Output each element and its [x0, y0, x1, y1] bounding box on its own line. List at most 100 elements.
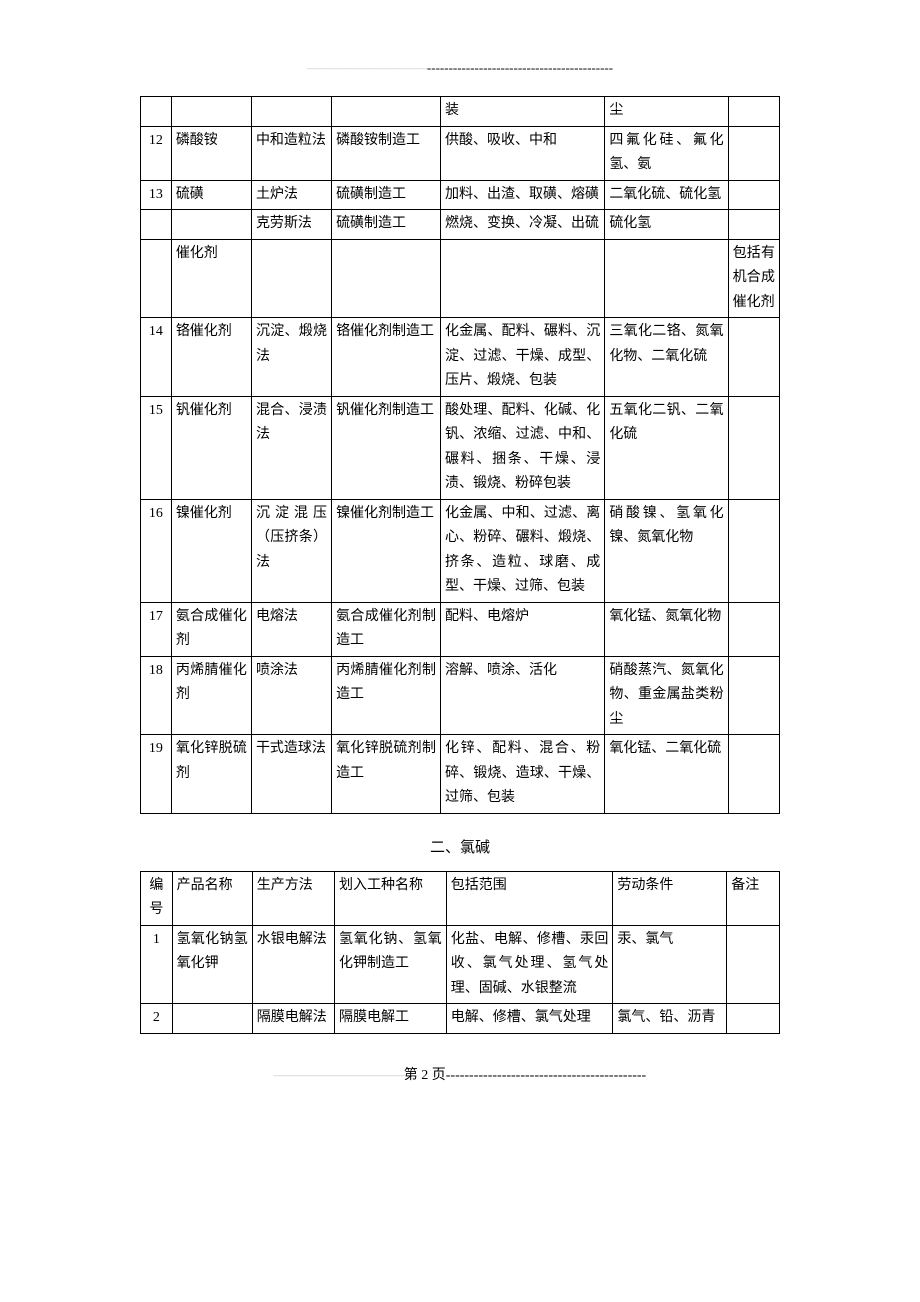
cell-job [332, 239, 441, 318]
cell-scope: 溶解、喷涂、活化 [440, 656, 604, 735]
cell-job: 钒催化剂制造工 [332, 396, 441, 499]
cell-cond: 硝酸蒸汽、氮氧化物、重金属盐类粉尘 [605, 656, 728, 735]
cell-note [728, 735, 779, 814]
cell-name: 磷酸铵 [171, 126, 251, 180]
cell-scope: 化锌、配料、混合、粉碎、锻烧、造球、干燥、过筛、包装 [440, 735, 604, 814]
cell-job: 硫磺制造工 [332, 210, 441, 240]
cell-method: 水银电解法 [252, 925, 334, 1004]
table-row: 装尘 [141, 97, 780, 127]
cell-scope: 配料、电熔炉 [440, 602, 604, 656]
table-row: 16镍催化剂沉淀混压（压挤条）法镍催化剂制造工化金属、中和、过滤、离心、粉碎、碾… [141, 499, 780, 602]
cell-cond: 四氟化硅、氟化氢、氨 [605, 126, 728, 180]
cell-cond: 氯气、铅、沥青 [613, 1004, 727, 1034]
cell-job [332, 97, 441, 127]
page-footer: ――――――――――第 2 页-------------------------… [140, 1064, 780, 1084]
table-2: 编号产品名称生产方法划入工种名称包括范围劳动条件备注1氢氧化钠氢氧化钾水银电解法… [140, 871, 780, 1034]
cell-cond: 氧化锰、氮氧化物 [605, 602, 728, 656]
cell-method [251, 239, 331, 318]
cell-note [727, 925, 780, 1004]
cell-job: 氨合成催化剂制造工 [332, 602, 441, 656]
cell-scope [440, 239, 604, 318]
cell-cond: 五氧化二钒、二氧化硫 [605, 396, 728, 499]
cell-cond: 硝酸镍、氢氧化镍、氮氧化物 [605, 499, 728, 602]
cell-num: 18 [141, 656, 172, 735]
header-line: ――――――――――------------------------------… [140, 60, 780, 76]
header-cell-name: 产品名称 [172, 871, 252, 925]
cell-cond: 汞、氯气 [613, 925, 727, 1004]
cell-num [141, 239, 172, 318]
cell-method: 电熔法 [251, 602, 331, 656]
cell-name [172, 1004, 252, 1034]
cell-note [728, 602, 779, 656]
cell-num: 2 [141, 1004, 173, 1034]
cell-job: 隔膜电解工 [334, 1004, 446, 1034]
cell-cond: 二氧化硫、硫化氢 [605, 180, 728, 210]
cell-note: 包括有机合成催化剂 [728, 239, 779, 318]
table-row: 19氧化锌脱硫剂干式造球法氧化锌脱硫剂制造工化锌、配料、混合、粉碎、锻烧、造球、… [141, 735, 780, 814]
cell-method [251, 97, 331, 127]
cell-name: 硫磺 [171, 180, 251, 210]
table-row: 17氨合成催化剂电熔法氨合成催化剂制造工配料、电熔炉氧化锰、氮氧化物 [141, 602, 780, 656]
cell-scope: 化盐、电解、修槽、汞回收、氯气处理、氢气处理、固碱、水银整流 [446, 925, 613, 1004]
cell-name: 镍催化剂 [171, 499, 251, 602]
cell-cond: 尘 [605, 97, 728, 127]
cell-note [727, 1004, 780, 1034]
cell-scope: 酸处理、配料、化碱、化钒、浓缩、过滤、中和、碾料、捆条、干燥、浸渍、锻烧、粉碎包… [440, 396, 604, 499]
cell-scope: 供酸、吸收、中和 [440, 126, 604, 180]
cell-cond [605, 239, 728, 318]
cell-cond: 硫化氢 [605, 210, 728, 240]
cell-note [728, 499, 779, 602]
cell-note [728, 97, 779, 127]
table-row: 催化剂包括有机合成催化剂 [141, 239, 780, 318]
cell-num [141, 97, 172, 127]
cell-method: 隔膜电解法 [252, 1004, 334, 1034]
cell-name: 丙烯腈催化剂 [171, 656, 251, 735]
cell-note [728, 210, 779, 240]
cell-job: 氧化锌脱硫剂制造工 [332, 735, 441, 814]
cell-scope: 化金属、中和、过滤、离心、粉碎、碾料、煅烧、挤条、造粒、球磨、成型、干燥、过筛、… [440, 499, 604, 602]
cell-name: 钒催化剂 [171, 396, 251, 499]
cell-num: 1 [141, 925, 173, 1004]
cell-name: 铬催化剂 [171, 318, 251, 397]
cell-method: 沉淀混压（压挤条）法 [251, 499, 331, 602]
cell-method: 克劳斯法 [251, 210, 331, 240]
cell-scope: 化金属、配料、碾料、沉淀、过滤、干燥、成型、压片、煅烧、包装 [440, 318, 604, 397]
cell-method: 混合、浸渍法 [251, 396, 331, 499]
cell-note [728, 656, 779, 735]
footer-left: ―――――――――― [274, 1068, 404, 1083]
cell-job: 镍催化剂制造工 [332, 499, 441, 602]
cell-method: 喷涂法 [251, 656, 331, 735]
header-left: ―――――――――― [307, 60, 427, 75]
header-cell-note: 备注 [727, 871, 780, 925]
header-cell-cond: 劳动条件 [613, 871, 727, 925]
cell-num [141, 210, 172, 240]
cell-num: 12 [141, 126, 172, 180]
cell-cond: 三氧化二铬、氮氧化物、二氧化硫 [605, 318, 728, 397]
cell-job: 硫磺制造工 [332, 180, 441, 210]
cell-method: 干式造球法 [251, 735, 331, 814]
header-cell-num: 编号 [141, 871, 173, 925]
header-cell-method: 生产方法 [252, 871, 334, 925]
cell-method: 中和造粒法 [251, 126, 331, 180]
cell-scope: 装 [440, 97, 604, 127]
header-dashes: ----------------------------------------… [427, 60, 613, 75]
cell-name: 氧化锌脱硫剂 [171, 735, 251, 814]
footer-trail: ----------------------------------------… [446, 1068, 646, 1083]
cell-name: 氨合成催化剂 [171, 602, 251, 656]
table-1: 装尘12磷酸铵中和造粒法磷酸铵制造工供酸、吸收、中和四氟化硅、氟化氢、氨13硫磺… [140, 96, 780, 814]
cell-name [171, 97, 251, 127]
cell-num: 13 [141, 180, 172, 210]
table-row: 克劳斯法硫磺制造工燃烧、变换、冷凝、出硫硫化氢 [141, 210, 780, 240]
table-row: 12磷酸铵中和造粒法磷酸铵制造工供酸、吸收、中和四氟化硅、氟化氢、氨 [141, 126, 780, 180]
cell-method: 土炉法 [251, 180, 331, 210]
cell-cond: 氧化锰、二氧化硫 [605, 735, 728, 814]
cell-scope: 燃烧、变换、冷凝、出硫 [440, 210, 604, 240]
cell-job: 丙烯腈催化剂制造工 [332, 656, 441, 735]
cell-scope: 加料、出渣、取磺、熔磺 [440, 180, 604, 210]
table-row: 14铬催化剂沉淀、煅烧法铬催化剂制造工化金属、配料、碾料、沉淀、过滤、干燥、成型… [141, 318, 780, 397]
cell-num: 14 [141, 318, 172, 397]
cell-note [728, 180, 779, 210]
footer-page: 第 2 页 [404, 1068, 446, 1083]
cell-method: 沉淀、煅烧法 [251, 318, 331, 397]
cell-scope: 电解、修槽、氯气处理 [446, 1004, 613, 1034]
